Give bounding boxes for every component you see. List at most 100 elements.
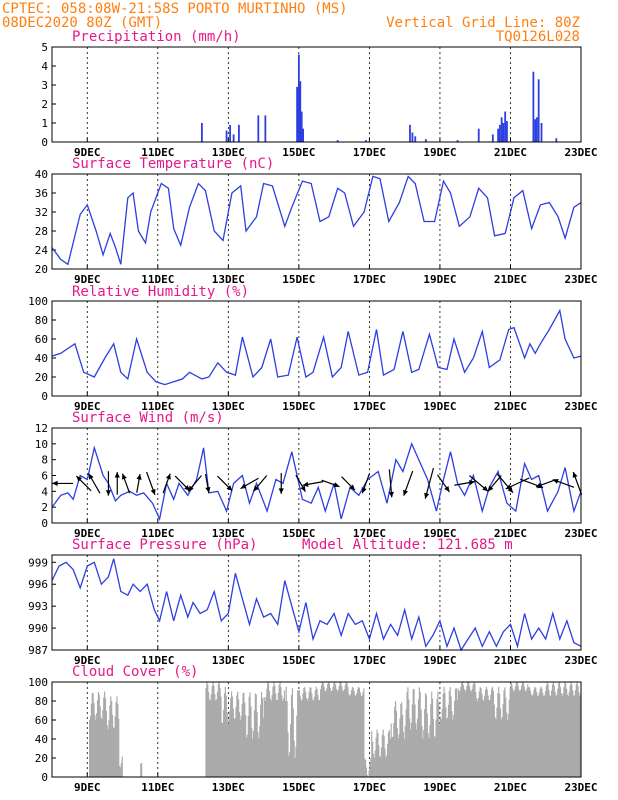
cloud-cover-bar — [362, 692, 364, 777]
cloud-cover-bar — [551, 690, 553, 777]
precipitation-bar — [555, 138, 558, 142]
cloud-cover-bar — [94, 715, 96, 777]
wind-vector-head — [444, 486, 450, 492]
cloud-cover-bar — [448, 690, 450, 777]
rh-xtick-label: 13DEC — [212, 400, 245, 413]
wind-vector-head — [487, 485, 494, 492]
cloud-cover-bar — [273, 682, 275, 777]
wind-ytick-label: 6 — [41, 470, 48, 483]
cloud-cover-bar — [213, 685, 215, 777]
cloud-cover-bar — [252, 738, 254, 777]
cloud-cover-bar — [237, 691, 239, 777]
cloud-cover-bar — [284, 701, 286, 777]
cloud-cover-bar — [560, 693, 562, 777]
cloud-cover-bar — [266, 688, 268, 777]
cloud-cover-bar — [247, 716, 249, 777]
cloud-cover-bar — [563, 687, 565, 777]
temp-xtick-label: 13DEC — [212, 273, 245, 286]
cloud-cover-bar — [245, 737, 248, 777]
cloud-cover-bar — [533, 689, 535, 777]
cloud-cover-bar — [484, 696, 486, 777]
cloud-cover-bar — [270, 700, 272, 777]
precip-ytick-label: 5 — [41, 41, 48, 54]
cloud-cover-bar — [240, 716, 242, 777]
cloud-cover-bar — [495, 718, 497, 777]
cloud-cover-bar — [223, 693, 226, 777]
cloud-cover-bar — [212, 682, 214, 777]
rh-xtick-label: 19DEC — [423, 400, 456, 413]
cloud-cover-bar — [425, 695, 428, 777]
cloud-cover-bar — [573, 695, 575, 777]
pressure-xtick-label: 23DEC — [564, 654, 597, 667]
precipitation-bar — [411, 132, 414, 142]
precipitation-bar — [537, 79, 540, 142]
humidity-title: Relative Humidity (%) — [72, 284, 249, 300]
cloud-cover-bar — [461, 682, 463, 777]
cloud-cover-bar — [320, 685, 323, 777]
cloud-cover-bar — [499, 693, 501, 777]
precipitation-bar — [456, 140, 459, 142]
rh-xtick-label: 9DEC — [74, 400, 101, 413]
cloud-ytick-label: 100 — [28, 676, 48, 689]
cloud-cover-bar — [558, 682, 561, 777]
cloud-cover-bar — [89, 719, 91, 777]
wind-vector-head — [226, 485, 233, 491]
cloud-cover-bar — [432, 719, 435, 777]
cloud-cover-bar — [290, 694, 293, 777]
wind-xtick-label: 13DEC — [212, 527, 245, 540]
pressure-ytick-label: 987 — [28, 644, 48, 657]
cloud-cover-bar — [469, 686, 471, 777]
cloud-cover-bar — [357, 686, 360, 777]
header-date: 08DEC2020 80Z (GMT) — [2, 15, 162, 31]
wind-vector-head — [302, 481, 309, 487]
cloud-cover-bar — [554, 691, 556, 777]
cloud-cover-bar — [456, 700, 458, 777]
cloud-cover-bar — [511, 684, 513, 777]
cloud-cover-bar — [287, 732, 289, 777]
cloud-cover-bar — [409, 729, 412, 777]
cloud-cover-bar — [258, 738, 260, 777]
pressure-xtick-label: 17DEC — [353, 654, 386, 667]
wind-xtick-label: 15DEC — [282, 527, 315, 540]
cloud-cover-bar — [211, 685, 213, 777]
wind-vector-head — [388, 491, 394, 498]
cloud-xtick-label: 19DEC — [423, 781, 456, 794]
temp-series-line — [51, 175, 582, 266]
cloud-xtick-label: 11DEC — [141, 781, 174, 794]
precipitation-bar — [500, 117, 503, 142]
wind-vector-head — [424, 492, 430, 499]
wind-frame — [51, 427, 582, 524]
precip-xtick-label: 23DEC — [564, 146, 597, 159]
cloud-cover-bar — [431, 691, 433, 777]
cloud-cover-bar — [552, 682, 554, 777]
wind-ytick-label: 12 — [35, 422, 48, 435]
cloud-cover-bar — [260, 691, 263, 777]
wind-ytick-label: 4 — [41, 485, 48, 498]
precipitation-bar — [264, 115, 267, 142]
precip-ytick-label: 4 — [41, 60, 48, 73]
cloud-cover-bar — [306, 700, 308, 777]
cloud-cover-bar — [209, 700, 211, 777]
pressure-ytick-label: 996 — [28, 578, 48, 591]
temp-xtick-label: 15DEC — [282, 273, 315, 286]
cloud-cover-bar — [241, 704, 243, 777]
cloud-cover-bar — [119, 767, 122, 777]
cloud-cover-bar — [262, 717, 264, 777]
cloud-cover-bar — [346, 683, 348, 777]
cloud-cover-bar — [296, 715, 298, 777]
cloud-cover-bar — [222, 723, 224, 777]
temp-xtick-label: 11DEC — [141, 273, 174, 286]
wind-xtick-label: 11DEC — [141, 527, 174, 540]
cloud-cover-bar — [436, 699, 438, 777]
cloud-cover-bar — [460, 686, 462, 777]
cloud-cover-bar — [505, 697, 507, 777]
cloud-cover-bar — [542, 692, 544, 777]
cloud-cover-bar — [297, 690, 300, 777]
cloud-cover-bar — [232, 708, 234, 777]
cloud-cover-bar — [464, 691, 466, 777]
cloud-cover-bar — [555, 696, 557, 777]
cloud-cover-bar — [573, 695, 576, 777]
cloud-cover-bar — [397, 738, 399, 777]
cloud-cover-bar — [439, 716, 442, 777]
wind-vector-head — [482, 485, 489, 492]
